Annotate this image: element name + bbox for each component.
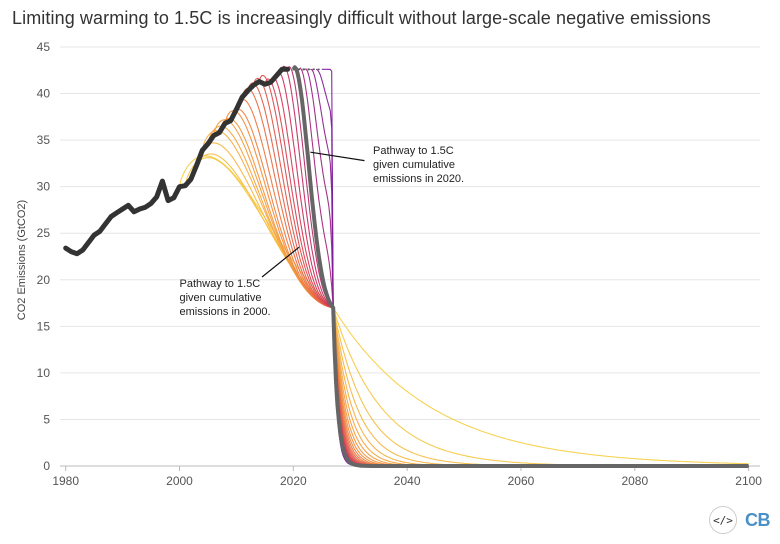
y-tick-label: 15 (37, 319, 51, 333)
x-axis-ticks: 1980 2000 2020 2040 2060 2080 2100 (52, 466, 762, 488)
carbon-brief-logo: CB (745, 509, 771, 530)
y-tick-label: 30 (37, 180, 51, 194)
annotation-text-line: given cumulative (180, 292, 262, 304)
branding: </> CB (709, 506, 771, 534)
annotation-text-line: given cumulative (373, 159, 455, 171)
y-tick-label: 25 (37, 226, 51, 240)
pathway-line (292, 66, 749, 467)
x-tick-label: 1980 (52, 474, 79, 488)
pathway-line (196, 142, 749, 467)
y-tick-label: 45 (37, 40, 51, 54)
annotation-leader-line (261, 246, 300, 278)
annotation-leader-line (310, 151, 365, 162)
pathway-line (304, 68, 749, 467)
chart-title: Limiting warming to 1.5C is increasingly… (12, 8, 711, 28)
annotations: Pathway to 1.5C given cumulative emissions… (180, 145, 465, 318)
x-tick-label: 2000 (166, 474, 193, 488)
pathway-lines (178, 65, 750, 468)
y-tick-label: 10 (37, 366, 51, 380)
historical-line (63, 66, 291, 257)
y-axis-ticks: 0 5 10 15 20 25 30 35 40 45 (37, 40, 51, 473)
highlight-pathway-2020 (291, 65, 750, 468)
x-tick-label: 2020 (280, 474, 307, 488)
annotation-text-line: emissions in 2000. (180, 306, 271, 318)
y-tick-label: 0 (43, 459, 50, 473)
pathway-line (224, 110, 749, 467)
x-tick-label: 2040 (394, 474, 421, 488)
annotation-text-line: emissions in 2020. (373, 173, 464, 185)
y-tick-label: 5 (43, 412, 50, 426)
x-tick-label: 2080 (621, 474, 648, 488)
pathway-line (298, 67, 749, 467)
y-tick-label: 35 (37, 133, 51, 147)
embed-code-button[interactable]: </> (709, 506, 737, 534)
y-axis-title: CO2 Emissions (GtCO2) (16, 200, 28, 320)
pathway-line (207, 125, 749, 467)
annotation-text-line: Pathway to 1.5C (180, 278, 261, 290)
pathway-line (252, 77, 749, 467)
pathway-line (213, 119, 749, 467)
x-tick-label: 2100 (735, 474, 762, 488)
pathway-line (321, 68, 749, 467)
y-tick-label: 20 (37, 273, 51, 287)
annotation-text-line: Pathway to 1.5C (373, 145, 454, 157)
gridlines (60, 46, 760, 467)
pathway-line (218, 117, 749, 467)
annotation-text: Pathway to 1.5C given cumulative emissions… (180, 278, 271, 318)
pathway-line (310, 68, 749, 467)
historical-emissions (63, 66, 291, 257)
annotation-text: Pathway to 1.5C given cumulative emissions… (373, 145, 464, 185)
x-tick-label: 2060 (508, 474, 535, 488)
pathway-line (201, 130, 749, 467)
y-tick-label: 40 (37, 87, 51, 101)
